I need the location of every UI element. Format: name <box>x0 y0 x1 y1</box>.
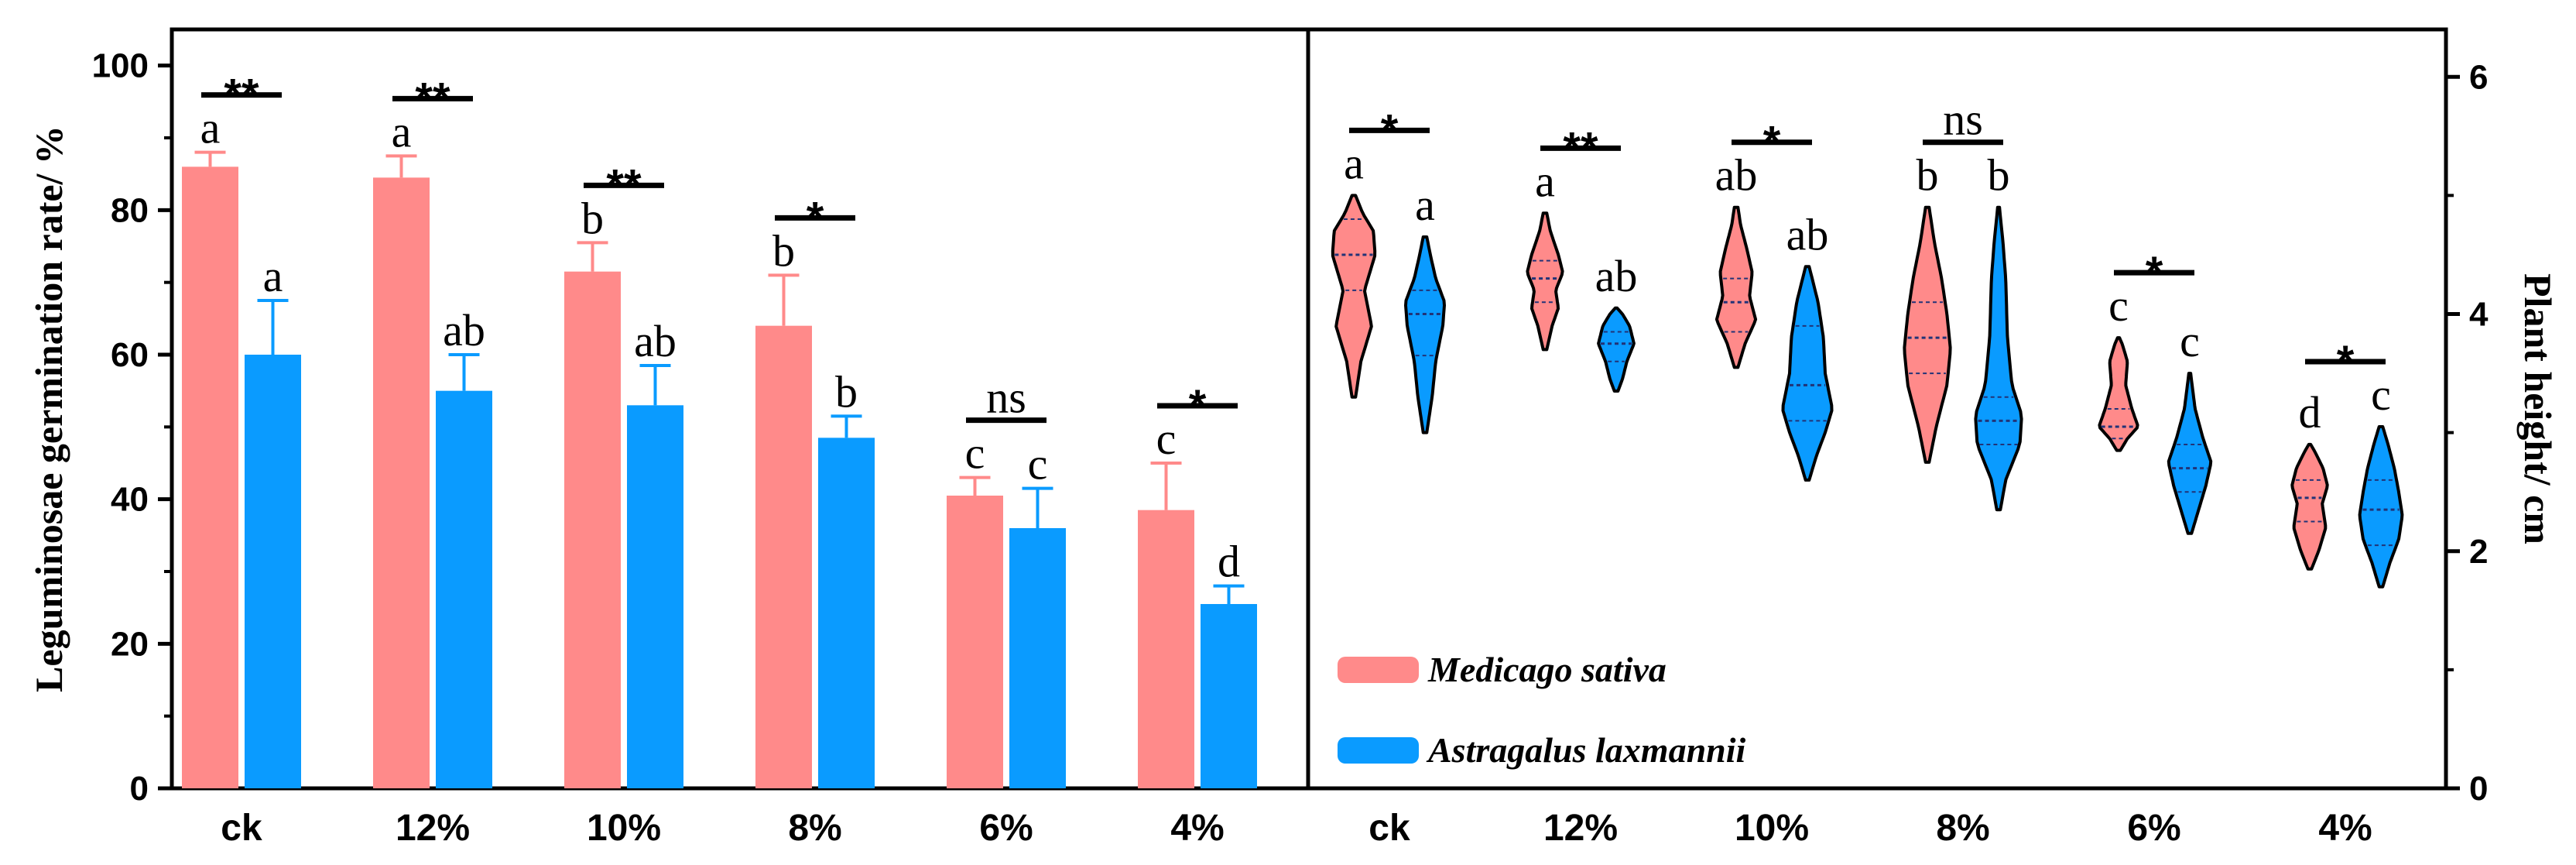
significance-letter: c <box>1156 414 1177 464</box>
right-x-tick-label-ck: ck <box>1368 808 1410 849</box>
left-y-tick-label: 80 <box>111 191 149 229</box>
significance-letter: b <box>835 366 858 417</box>
bar-medicago-sativa-6pct <box>947 496 1003 788</box>
violin-astragalus-laxmannii-ck <box>1404 235 1446 434</box>
significance-letter: d <box>2299 387 2321 438</box>
significance-letter: c <box>2108 280 2129 331</box>
violin-medicago-sativa-4pct <box>2290 442 2329 571</box>
bar-astragalus-laxmannii-10pct <box>627 405 683 788</box>
legend-swatch-medicago <box>1338 657 1419 683</box>
left-y-tick-label: 100 <box>92 47 149 85</box>
legend-label-medicago: Medicago sativa <box>1427 650 1667 689</box>
right-y-tick-label: 0 <box>2469 770 2488 808</box>
significance-marker: ** <box>415 74 450 124</box>
significance-marker: ns <box>1943 94 1983 145</box>
right-y-tick-label: 4 <box>2469 296 2489 334</box>
significance-marker: ** <box>606 160 642 211</box>
legend: Medicago sativa Astragalus laxmannii <box>1338 650 1746 770</box>
significance-marker: * <box>2337 337 2355 387</box>
violin-medicago-sativa-8pct <box>1903 205 1952 464</box>
left-x-tick-label-6pct: 6% <box>979 808 1033 849</box>
right-x-tick-label-6pct: 6% <box>2127 808 2180 849</box>
left-plot-frame <box>170 27 1310 791</box>
bar-medicago-sativa-8pct <box>755 325 812 789</box>
significance-letter: ab <box>634 316 677 366</box>
significance-letter: ab <box>1786 209 1829 259</box>
significance-letter: c <box>1028 439 1048 489</box>
significance-marker: ** <box>224 70 259 121</box>
right-plot-frame <box>1306 27 2448 791</box>
significance-letter: a <box>1535 156 1555 206</box>
right-x-tick-label-12pct: 12% <box>1543 808 1618 849</box>
left-x-tick-label-4pct: 4% <box>1170 808 1224 849</box>
bar-astragalus-laxmannii-12pct <box>436 390 492 789</box>
right-x-tick-label-8pct: 8% <box>1936 808 1989 849</box>
violin-medicago-sativa-10pct <box>1714 205 1758 369</box>
significance-letter: a <box>263 251 283 301</box>
significance-marker: ns <box>986 372 1026 423</box>
significance-marker: * <box>1381 105 1399 156</box>
significance-marker: * <box>2146 248 2163 298</box>
violin-astragalus-laxmannii-4pct <box>2358 425 2404 589</box>
right-y-tick-label: 6 <box>2469 58 2488 96</box>
bar-astragalus-laxmannii-6pct <box>1009 528 1066 788</box>
significance-letter: ab <box>443 305 485 355</box>
legend-label-astragalus: Astragalus laxmannii <box>1426 730 1746 770</box>
violin-astragalus-laxmannii-8pct <box>1974 205 2023 512</box>
bar-astragalus-laxmannii-4pct <box>1201 604 1257 788</box>
left-y-tick-label: 40 <box>111 481 149 519</box>
significance-marker: * <box>1189 381 1207 431</box>
significance-letter: ab <box>1715 150 1758 201</box>
right-y-axis-title: Plant height/ cm <box>2516 273 2560 544</box>
left-x-tick-label-ck: ck <box>221 808 262 849</box>
significance-letter: b <box>581 193 604 243</box>
bar-medicago-sativa-12pct <box>373 177 430 789</box>
significance-letter: a <box>200 103 221 153</box>
violin-astragalus-laxmannii-12pct <box>1597 306 1636 393</box>
significance-letter: b <box>772 225 795 276</box>
significance-marker: * <box>807 193 824 243</box>
legend-swatch-astragalus <box>1338 737 1419 764</box>
significance-letter: a <box>1415 180 1435 230</box>
significance-letter: b <box>1917 150 1939 201</box>
significance-letter: a <box>392 106 412 156</box>
significance-letter: c <box>2180 316 2200 366</box>
violin-medicago-sativa-ck <box>1331 194 1377 399</box>
right-x-tick-label-10pct: 10% <box>1735 808 1809 849</box>
significance-letter: c <box>965 428 985 479</box>
violin-astragalus-laxmannii-6pct <box>2167 372 2213 535</box>
germination-bar-chart: 0 20 40 60 80 100 Leguminosae germination rate… <box>27 27 1310 849</box>
bar-medicago-sativa-ck <box>182 166 238 789</box>
significance-letter: ab <box>1595 251 1638 301</box>
significance-marker: ** <box>1563 123 1598 173</box>
right-x-tick-label-4pct: 4% <box>2318 808 2372 849</box>
bar-astragalus-laxmannii-8pct <box>818 438 875 788</box>
left-y-axis-title: Leguminosae germination rate/ % <box>27 125 70 692</box>
significance-letter: d <box>1218 537 1240 587</box>
left-x-tick-label-10pct: 10% <box>587 808 661 849</box>
significance-letter: c <box>2371 369 2391 420</box>
left-y-tick-label: 60 <box>111 336 149 374</box>
significance-marker: * <box>1763 118 1781 168</box>
significance-letter: b <box>1988 150 2010 201</box>
violin-astragalus-laxmannii-10pct <box>1781 265 1834 482</box>
bar-medicago-sativa-10pct <box>564 271 621 789</box>
left-y-tick-label: 20 <box>111 625 149 663</box>
bar-astragalus-laxmannii-ck <box>245 355 301 788</box>
bar-medicago-sativa-4pct <box>1138 510 1194 788</box>
violin-medicago-sativa-12pct <box>1526 211 1564 352</box>
left-x-tick-label-12pct: 12% <box>396 808 470 849</box>
significance-letter: a <box>1344 138 1364 188</box>
left-x-tick-label-8pct: 8% <box>788 808 841 849</box>
left-y-tick-label: 0 <box>130 770 149 808</box>
violin-medicago-sativa-6pct <box>2098 336 2139 452</box>
right-y-tick-label: 2 <box>2469 533 2488 571</box>
